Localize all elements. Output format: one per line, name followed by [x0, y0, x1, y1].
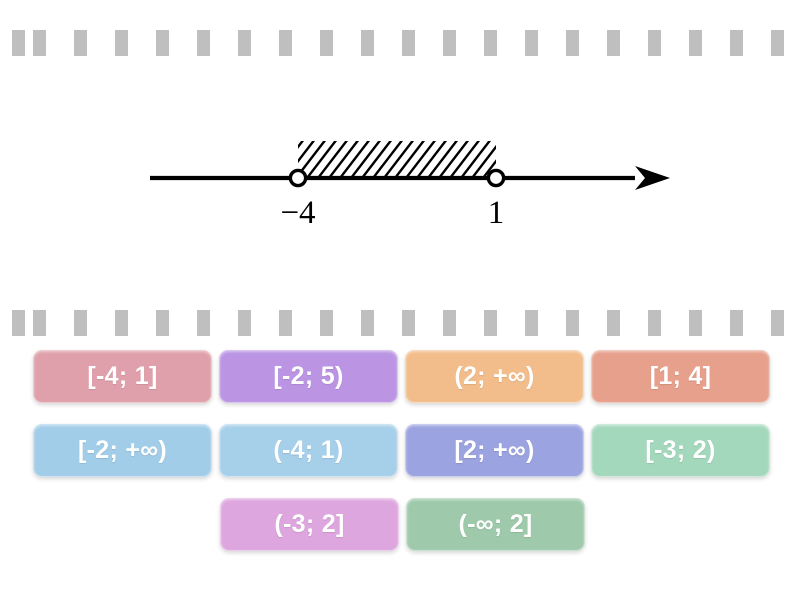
answer-tile-label: [-2; +∞) — [78, 436, 167, 464]
answer-tile-label: (-∞; 2] — [458, 510, 533, 538]
answer-tile-2-inf[interactable]: (2; +∞) — [405, 350, 584, 403]
answer-tile-2-inf-closed[interactable]: [2; +∞) — [405, 424, 584, 477]
endpoint-open-circle-right — [486, 168, 506, 188]
hatched-region — [298, 141, 496, 178]
answer-tile-label: (-3; 2] — [274, 510, 345, 538]
answer-tile-1-4[interactable]: [1; 4] — [591, 350, 770, 403]
divider-middle — [0, 310, 800, 336]
endpoint-open-circle-left — [288, 168, 308, 188]
answer-tile-label: (2; +∞) — [454, 362, 535, 390]
answer-tile-inf-2[interactable]: (-∞; 2] — [406, 498, 585, 551]
tick-label-right: 1 — [488, 195, 505, 231]
answer-tile-label: (-4; 1) — [273, 436, 344, 464]
number-line-figure: −4 1 — [130, 120, 670, 250]
answer-tile-neg2-inf[interactable]: [-2; +∞) — [33, 424, 212, 477]
answer-tile-label: [-4; 1] — [87, 362, 158, 390]
answer-tile-label: [2; +∞) — [454, 436, 535, 464]
answer-tile-neg4-1-open[interactable]: (-4; 1) — [219, 424, 398, 477]
answer-tile-label: [-3; 2) — [645, 436, 716, 464]
answer-tile-label: [-2; 5) — [273, 362, 344, 390]
answer-tile-neg4-1-closed[interactable]: [-4; 1] — [33, 350, 212, 403]
divider-top — [0, 30, 800, 56]
answer-tile-label: [1; 4] — [649, 362, 712, 390]
answer-tile-row-1: [-4; 1] [-2; 5) (2; +∞) [1; 4] — [0, 350, 800, 403]
answer-tile-row-2: [-2; +∞) (-4; 1) [2; +∞) [-3; 2) — [0, 424, 800, 477]
answer-tile-neg3-2-closed[interactable]: (-3; 2] — [220, 498, 399, 551]
answer-tiles-area: [-4; 1] [-2; 5) (2; +∞) [1; 4] [-2; +∞) … — [0, 350, 800, 572]
answer-tile-neg3-2-half[interactable]: [-3; 2) — [591, 424, 770, 477]
arrow-right-icon — [635, 166, 670, 190]
answer-tile-neg2-5[interactable]: [-2; 5) — [219, 350, 398, 403]
tick-label-left: −4 — [280, 195, 315, 231]
answer-tile-row-3: (-3; 2] (-∞; 2] — [0, 498, 800, 551]
